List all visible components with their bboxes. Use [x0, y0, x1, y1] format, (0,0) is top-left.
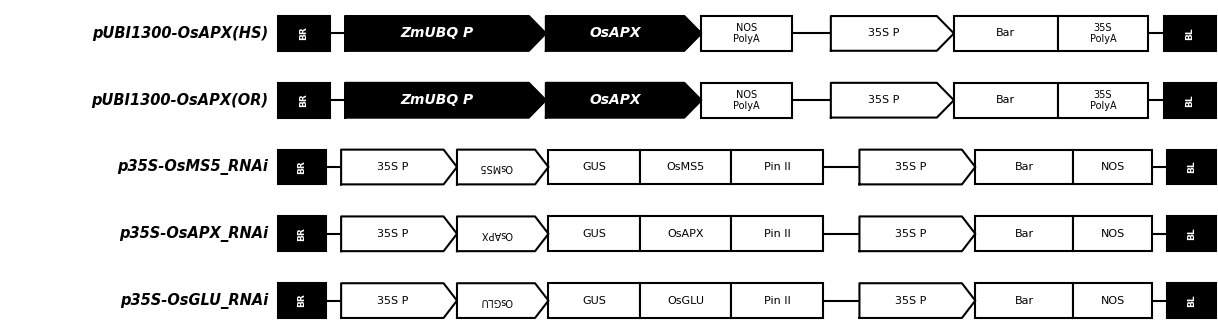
Text: p35S-OsAPX_RNAi: p35S-OsAPX_RNAi — [119, 226, 268, 242]
Text: Bar: Bar — [1015, 162, 1034, 172]
Text: 35S
PolyA: 35S PolyA — [1090, 23, 1116, 44]
Text: 35S P: 35S P — [868, 95, 900, 105]
Polygon shape — [345, 83, 546, 118]
Bar — [548, 283, 639, 318]
Text: BR: BR — [297, 294, 307, 308]
Text: p35S-OsMS5_RNAi: p35S-OsMS5_RNAi — [117, 159, 268, 175]
Bar — [731, 216, 823, 251]
Bar — [1073, 150, 1152, 184]
Text: OsAPX: OsAPX — [480, 229, 512, 239]
Text: OsGLU: OsGLU — [667, 296, 704, 306]
Text: 35S P: 35S P — [868, 28, 900, 38]
Polygon shape — [457, 150, 548, 184]
Bar — [1057, 16, 1149, 51]
Text: BL: BL — [1185, 94, 1194, 107]
Text: ZmUBQ P: ZmUBQ P — [401, 93, 474, 107]
Bar — [278, 283, 326, 318]
Text: 35S P: 35S P — [895, 162, 927, 172]
Text: Pin II: Pin II — [764, 296, 790, 306]
Bar — [548, 216, 639, 251]
Text: GUS: GUS — [582, 229, 607, 239]
Bar — [976, 150, 1073, 184]
Text: p35S-OsGLU_RNAi: p35S-OsGLU_RNAi — [119, 293, 268, 309]
Bar — [548, 150, 639, 184]
Text: NOS
PolyA: NOS PolyA — [733, 90, 760, 111]
Bar — [1163, 16, 1216, 51]
Polygon shape — [546, 83, 702, 118]
Polygon shape — [341, 150, 457, 184]
Text: Bar: Bar — [1015, 229, 1034, 239]
Polygon shape — [546, 16, 702, 51]
Bar — [954, 16, 1057, 51]
Bar — [639, 283, 731, 318]
Text: OsAPX: OsAPX — [590, 93, 641, 107]
Bar — [1073, 283, 1152, 318]
Text: GUS: GUS — [582, 162, 607, 172]
Polygon shape — [831, 83, 954, 118]
Bar — [1167, 283, 1216, 318]
Bar — [702, 83, 792, 118]
Text: BL: BL — [1186, 161, 1196, 173]
Text: OsMS5: OsMS5 — [666, 162, 705, 172]
Text: Pin II: Pin II — [764, 162, 790, 172]
Text: OsMS5: OsMS5 — [479, 162, 513, 172]
Text: BR: BR — [300, 93, 308, 107]
Bar — [1167, 216, 1216, 251]
Bar — [1167, 150, 1216, 184]
Text: OsAPX: OsAPX — [590, 26, 641, 40]
Polygon shape — [457, 216, 548, 251]
Text: pUBI1300-OsAPX(OR): pUBI1300-OsAPX(OR) — [91, 93, 268, 108]
Bar — [954, 83, 1057, 118]
Polygon shape — [860, 150, 976, 184]
Bar — [639, 216, 731, 251]
Bar — [1163, 83, 1216, 118]
Text: Pin II: Pin II — [764, 229, 790, 239]
Polygon shape — [831, 16, 954, 51]
Text: 35S P: 35S P — [376, 229, 408, 239]
Text: NOS: NOS — [1100, 296, 1124, 306]
Polygon shape — [341, 283, 457, 318]
Bar — [1073, 216, 1152, 251]
Text: BL: BL — [1185, 27, 1194, 40]
Bar — [639, 150, 731, 184]
Text: Bar: Bar — [996, 95, 1016, 105]
Polygon shape — [457, 283, 548, 318]
Text: Bar: Bar — [996, 28, 1016, 38]
Text: Bar: Bar — [1015, 296, 1034, 306]
Text: BR: BR — [300, 26, 308, 40]
Text: NOS: NOS — [1100, 229, 1124, 239]
Bar — [731, 150, 823, 184]
Text: 35S P: 35S P — [376, 162, 408, 172]
Bar — [278, 16, 330, 51]
Polygon shape — [860, 216, 976, 251]
Text: ZmUBQ P: ZmUBQ P — [401, 26, 474, 40]
Text: GUS: GUS — [582, 296, 607, 306]
Bar — [976, 216, 1073, 251]
Bar — [1057, 83, 1149, 118]
Text: OsGLU: OsGLU — [480, 296, 513, 306]
Bar — [278, 216, 326, 251]
Text: BR: BR — [297, 160, 307, 174]
Bar — [731, 283, 823, 318]
Text: NOS
PolyA: NOS PolyA — [733, 23, 760, 44]
Text: 35S P: 35S P — [895, 229, 927, 239]
Text: pUBI1300-OsAPX(HS): pUBI1300-OsAPX(HS) — [91, 26, 268, 41]
Text: OsAPX: OsAPX — [667, 229, 704, 239]
Text: BR: BR — [297, 227, 307, 241]
Text: BL: BL — [1186, 294, 1196, 307]
Bar — [976, 283, 1073, 318]
Polygon shape — [345, 16, 546, 51]
Text: NOS: NOS — [1100, 162, 1124, 172]
Text: 35S P: 35S P — [376, 296, 408, 306]
Text: 35S P: 35S P — [895, 296, 927, 306]
Polygon shape — [860, 283, 976, 318]
Bar — [278, 150, 326, 184]
Text: BL: BL — [1186, 227, 1196, 240]
Text: 35S
PolyA: 35S PolyA — [1090, 90, 1116, 111]
Polygon shape — [341, 216, 457, 251]
Bar — [702, 16, 792, 51]
Bar — [278, 83, 330, 118]
